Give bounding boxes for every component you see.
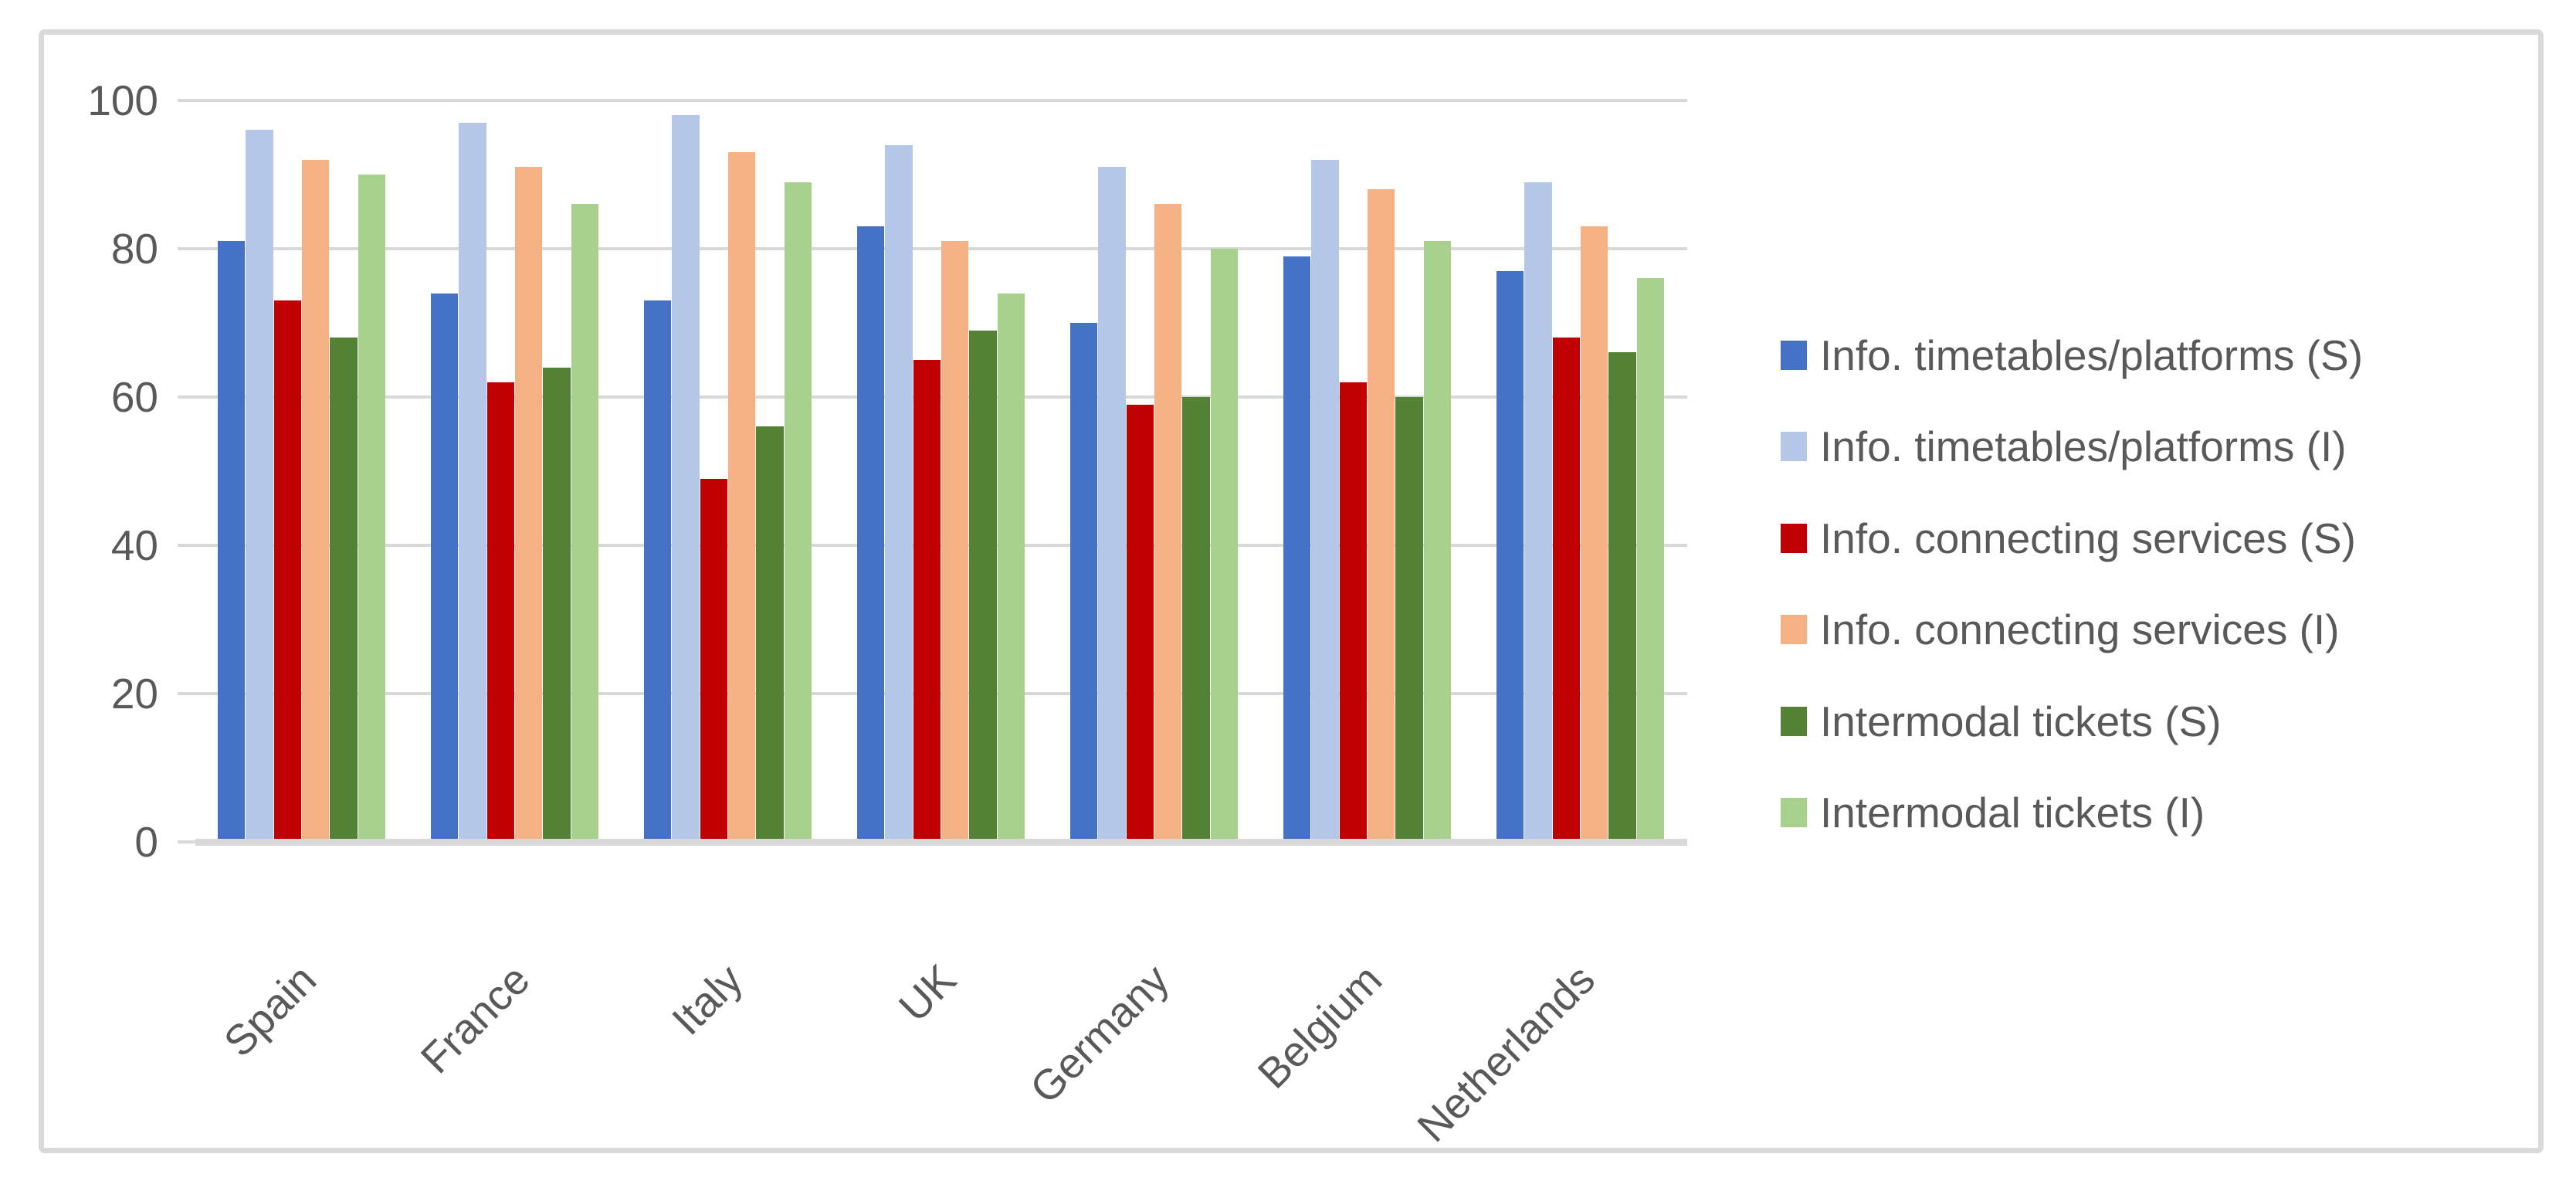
bar xyxy=(857,226,885,839)
bar xyxy=(543,367,571,839)
bar xyxy=(1524,182,1552,839)
bar xyxy=(431,293,459,839)
bar xyxy=(1070,323,1098,839)
legend-label: Info. connecting services (I) xyxy=(1820,606,2340,654)
y-axis-tick xyxy=(178,840,195,843)
bar xyxy=(301,159,330,839)
bar xyxy=(218,241,246,839)
bar xyxy=(486,382,514,839)
bar xyxy=(1367,189,1395,839)
y-axis-tick-label: 20 xyxy=(110,670,158,718)
gridline xyxy=(195,99,1687,102)
y-axis-tick-label: 100 xyxy=(87,76,158,124)
bar xyxy=(1496,270,1524,839)
x-axis-line xyxy=(195,839,1687,846)
bar xyxy=(644,300,672,839)
bar xyxy=(1636,278,1664,839)
legend-label: Info. connecting services (S) xyxy=(1820,514,2356,562)
legend-color-swatch xyxy=(1781,615,1807,645)
bar xyxy=(885,144,913,839)
bar xyxy=(1395,397,1423,839)
bar xyxy=(700,478,727,839)
legend-label: Info. timetables/platforms (I) xyxy=(1820,423,2347,471)
bar xyxy=(727,152,756,839)
y-axis-tick xyxy=(178,99,195,102)
bar xyxy=(1311,159,1339,839)
bar xyxy=(1423,241,1451,839)
y-axis-tick xyxy=(178,692,195,695)
bar xyxy=(1154,204,1182,839)
legend-color-swatch xyxy=(1781,523,1807,553)
bar xyxy=(941,241,969,839)
bar xyxy=(246,130,273,839)
bar xyxy=(459,122,486,839)
bar xyxy=(672,115,700,839)
bar xyxy=(969,330,997,839)
bar xyxy=(1126,404,1154,839)
bar xyxy=(784,182,812,839)
bar xyxy=(1182,397,1210,839)
bar xyxy=(913,360,941,839)
chart-frame-border xyxy=(39,29,2544,1153)
bar xyxy=(997,293,1025,839)
y-axis-tick-label: 60 xyxy=(110,373,158,421)
bar xyxy=(358,175,385,839)
bar xyxy=(330,338,358,839)
y-axis-tick-label: 80 xyxy=(110,225,158,273)
y-axis-tick xyxy=(178,247,195,250)
bar xyxy=(1283,256,1311,839)
bar xyxy=(1339,382,1367,839)
legend-color-swatch xyxy=(1781,432,1807,462)
bar xyxy=(756,426,784,839)
legend-color-swatch xyxy=(1781,706,1807,736)
bar xyxy=(1098,167,1126,839)
y-axis-tick-label: 0 xyxy=(134,818,158,866)
bar xyxy=(571,204,598,839)
y-axis-tick xyxy=(178,544,195,547)
bar xyxy=(273,300,301,839)
bar xyxy=(1608,352,1636,839)
legend-color-swatch xyxy=(1781,341,1807,370)
y-axis-tick-label: 40 xyxy=(110,521,158,569)
legend-label: Intermodal tickets (I) xyxy=(1820,789,2205,837)
bar xyxy=(1210,249,1238,839)
bar xyxy=(514,167,543,839)
legend-label: Info. timetables/platforms (S) xyxy=(1820,331,2364,379)
bar xyxy=(1552,338,1580,839)
bar xyxy=(1580,226,1608,839)
legend-label: Intermodal tickets (S) xyxy=(1820,697,2222,745)
y-axis-tick xyxy=(178,395,195,399)
legend-color-swatch xyxy=(1781,798,1807,827)
